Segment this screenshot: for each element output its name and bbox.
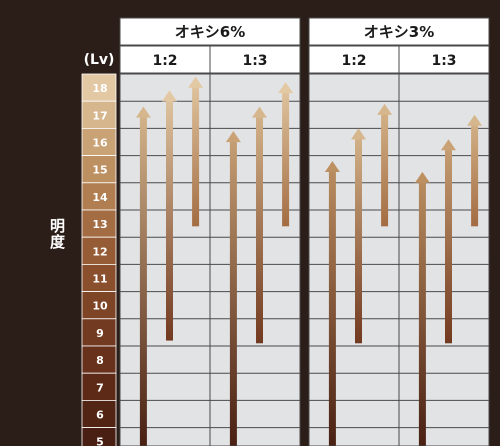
arrow-head <box>135 106 151 118</box>
arrow-shaft <box>256 116 263 344</box>
y-axis-label: 明度 <box>48 218 66 250</box>
level-header-cell <box>82 46 116 73</box>
ratio-header-cell <box>119 45 211 74</box>
arrow-shaft <box>328 171 336 446</box>
level-cell <box>81 73 117 102</box>
arrow-head <box>467 114 483 126</box>
arrow-shaft <box>471 124 479 227</box>
arrow-shaft <box>282 92 290 227</box>
level-tick-label: 14 <box>92 191 108 204</box>
level-cell <box>81 372 117 401</box>
level-tick-label: 5 <box>96 436 104 446</box>
arrow-shaft <box>381 113 389 227</box>
level-tick-label: 10 <box>92 300 108 313</box>
arrow-shaft <box>445 149 452 344</box>
level-tick-label: 18 <box>92 82 107 95</box>
arrow-head <box>377 103 393 115</box>
arrow-head <box>225 131 241 143</box>
level-tick-label: 16 <box>92 137 108 150</box>
level-tick-label: 8 <box>96 354 104 367</box>
level-unit-label: (Lv) <box>84 52 115 68</box>
arrow-shaft <box>139 116 147 446</box>
ratio-label: 1:3 <box>242 53 267 69</box>
group-plot-border <box>308 73 490 446</box>
arrow-shaft <box>355 138 362 344</box>
level-tick-label: 17 <box>92 109 107 122</box>
ratio-label: 1:2 <box>341 53 366 69</box>
arrow-head <box>278 82 294 94</box>
arrow-head <box>162 90 177 102</box>
arrow-head <box>414 171 430 183</box>
ratio-label: 1:3 <box>431 53 456 69</box>
ratio-header-cell <box>209 45 301 74</box>
ratio-header-cell <box>308 45 400 74</box>
level-cell <box>81 100 117 129</box>
level-tick-label: 13 <box>92 218 107 231</box>
level-tick-label: 7 <box>96 381 104 394</box>
level-tick-label: 12 <box>92 245 107 258</box>
arrow-shaft <box>192 86 200 227</box>
arrow-shaft <box>166 100 173 341</box>
arrow-head <box>324 161 340 173</box>
level-cell <box>81 291 117 320</box>
level-cell <box>81 127 117 156</box>
group-title: オキシ6% <box>175 23 245 41</box>
arrow-head <box>252 106 267 118</box>
level-tick-label: 9 <box>96 327 104 340</box>
ratio-header-cell <box>398 45 490 74</box>
arrow-shaft <box>418 181 426 446</box>
group-plot-border <box>119 73 301 446</box>
level-cell <box>81 427 117 446</box>
level-cell <box>81 236 117 265</box>
group-title-cell <box>119 17 301 46</box>
arrow-head <box>188 76 204 88</box>
arrow-head <box>351 128 366 140</box>
level-cell <box>81 318 117 347</box>
level-tick-label: 6 <box>96 409 104 422</box>
level-cell <box>81 399 117 428</box>
ratio-label: 1:2 <box>152 53 177 69</box>
arrow-head <box>441 139 456 151</box>
group-title: オキシ3% <box>364 23 434 41</box>
level-tick-label: 15 <box>92 164 107 177</box>
level-tick-label: 11 <box>92 273 107 286</box>
group-title-cell <box>308 17 490 46</box>
level-cell <box>81 263 117 292</box>
arrow-shaft <box>229 141 237 446</box>
